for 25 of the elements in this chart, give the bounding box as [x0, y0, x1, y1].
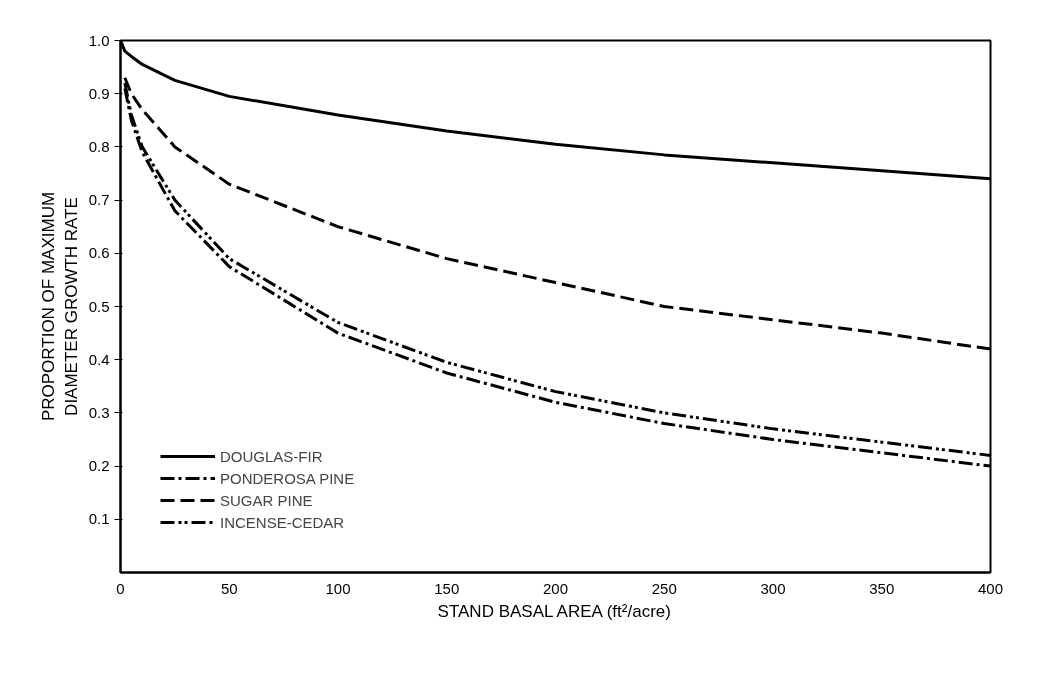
x-tick-label: 150	[434, 579, 460, 597]
legend-label: INCENSE-CEDAR	[220, 513, 345, 531]
x-tick-label: 100	[325, 579, 351, 597]
y-tick-label: 1.0	[88, 31, 110, 49]
y-tick-label: 0.3	[88, 403, 110, 421]
x-axis-title: STAND BASAL AREA (ft²/acre)	[437, 601, 671, 621]
x-tick-label: 350	[869, 579, 895, 597]
legend-label: SUGAR PINE	[220, 491, 313, 509]
x-tick-label: 400	[977, 579, 1004, 597]
y-tick-label: 0.1	[88, 510, 110, 528]
y-tick-label: 0.5	[88, 297, 110, 315]
x-tick-label: 200	[542, 579, 569, 597]
y-tick-label: 0.8	[88, 137, 110, 155]
y-axis-title: PROPORTION OF MAXIMUM DIAMETER GROWTH RATE	[38, 191, 81, 422]
legend-label: DOUGLAS-FIR	[220, 447, 323, 465]
y-tick-label: 0.9	[88, 84, 110, 102]
x-tick-label: 300	[760, 579, 786, 597]
x-tick-label: 50	[220, 579, 238, 597]
x-tick-label: 250	[651, 579, 677, 597]
y-tick-label: 0.6	[88, 244, 110, 262]
y-tick-label: 0.4	[88, 350, 110, 368]
y-tick-label: 0.7	[88, 191, 110, 209]
y-tick-label: 0.2	[88, 457, 110, 475]
legend-label: PONDEROSA PINE	[220, 469, 355, 487]
x-tick-label: 0	[116, 579, 125, 597]
